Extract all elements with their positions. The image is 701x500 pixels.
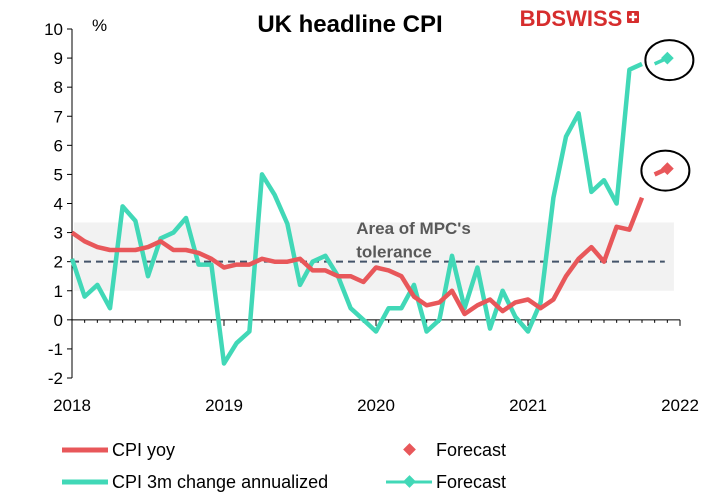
x-tick-label: 2020 (357, 396, 395, 415)
y-tick-label: 1 (54, 282, 63, 301)
x-tick-label: 2019 (205, 396, 243, 415)
series-3 (653, 51, 674, 66)
y-tick-label: 0 (54, 311, 63, 330)
brand-logo: BDSWISS (520, 6, 639, 31)
legend-item-cpi-yoy: CPI yoy (62, 440, 175, 460)
y-tick-label: 7 (54, 107, 63, 126)
legend-label: CPI yoy (112, 440, 175, 460)
x-tick-label: 2021 (509, 396, 547, 415)
highlight-ellipse-yoy (640, 149, 691, 192)
y-axis-unit: % (92, 16, 107, 35)
chart-title: UK headline CPI (257, 11, 442, 38)
y-tick-label: -2 (48, 369, 63, 388)
legend: CPI yoy Forecast CPI 3m change annualize… (62, 440, 506, 492)
y-tick-label: 3 (54, 224, 63, 243)
series-line (70, 196, 645, 317)
legend-item-forecast-3m: Forecast (386, 472, 506, 492)
x-tick-label: 2018 (53, 396, 91, 415)
logo-text: BDSWISS (520, 6, 623, 31)
annotation-line-2: tolerance (356, 242, 432, 261)
y-tick-label: 4 (54, 195, 63, 214)
y-tick-label: 10 (44, 20, 63, 39)
y-tick-label: 9 (54, 49, 63, 68)
x-tick-label: 2022 (661, 396, 699, 415)
legend-item-cpi-3m: CPI 3m change annualized (62, 472, 328, 492)
legend-label: CPI 3m change annualized (112, 472, 328, 492)
series-layer (69, 51, 674, 366)
series-0 (70, 196, 645, 317)
y-tick-label: -1 (48, 340, 63, 359)
legend-label: Forecast (436, 472, 506, 492)
annotation-line-1: Area of MPC's (356, 219, 471, 238)
legend-item-forecast-yoy: Forecast (403, 440, 506, 460)
x-ticks: 2018 2019 2020 2021 2022 (53, 319, 699, 415)
y-tick-label: 2 (54, 253, 63, 272)
swiss-cross-icon (627, 11, 639, 23)
y-tick-label: 6 (54, 136, 63, 155)
forecast-marker (661, 51, 674, 65)
y-ticks: -2 -1 0 1 2 3 4 5 6 7 8 9 10 (44, 20, 72, 388)
y-tick-label: 8 (54, 78, 63, 97)
series-1 (653, 162, 674, 177)
y-tick-label: 5 (54, 165, 63, 184)
series-2 (69, 61, 643, 366)
highlight-ellipse-3m (644, 39, 695, 82)
series-line (69, 61, 643, 366)
legend-label: Forecast (436, 440, 506, 460)
